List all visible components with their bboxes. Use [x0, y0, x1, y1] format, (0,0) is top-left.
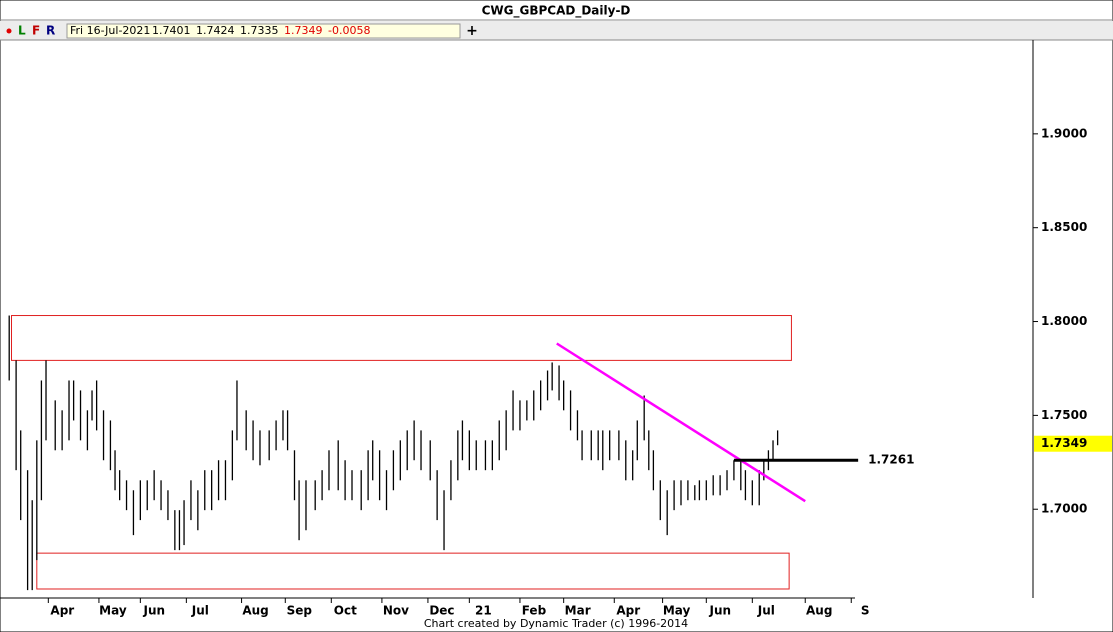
y-tick-label: 1.9000: [1041, 126, 1087, 140]
y-tick-label: 1.7000: [1041, 502, 1087, 516]
info-date: Fri 16-Jul-2021: [70, 24, 150, 37]
trendline: [556, 342, 806, 503]
zone: [36, 552, 790, 590]
x-tick-label: Aug: [806, 604, 832, 618]
zone: [11, 315, 792, 361]
info-high: 1.7424: [196, 24, 235, 37]
x-tick-label: May: [663, 604, 691, 618]
y-tick-label: 1.7500: [1041, 408, 1087, 422]
x-tick-label: May: [99, 604, 127, 618]
y-tick-label: 1.8000: [1041, 314, 1087, 328]
info-change: -0.0058: [328, 24, 370, 37]
info-close: 1.7349: [284, 24, 323, 37]
x-tick-label: Oct: [334, 604, 357, 618]
x-tick-label: Apr: [616, 604, 640, 618]
indicator[interactable]: F: [32, 24, 40, 38]
x-tick-label: Feb: [522, 604, 547, 618]
y-tick-label: 1.8500: [1041, 220, 1087, 234]
x-tick-label: Mar: [565, 604, 591, 618]
chart-title: CWG_GBPCAD_Daily-D: [482, 4, 631, 19]
info-box: [66, 23, 461, 39]
x-tick-label: Jun: [143, 604, 166, 618]
x-tick-label: 21: [475, 604, 492, 618]
x-tick-label: Jul: [757, 604, 775, 618]
x-tick-label: Apr: [50, 604, 74, 618]
level-label: 1.7261: [868, 453, 914, 467]
x-tick-label: Dec: [429, 604, 454, 618]
last-price-label: 1.7349: [1041, 436, 1087, 450]
x-tick-label: Jun: [709, 604, 732, 618]
indicator[interactable]: R: [46, 24, 55, 38]
last-price-box: [1034, 435, 1112, 452]
x-tick-label: Jul: [191, 604, 209, 618]
x-tick-label: Sep: [287, 604, 313, 618]
x-tick-label: S: [861, 604, 870, 618]
indicator[interactable]: L: [18, 24, 26, 38]
info-low: 1.7335: [240, 24, 279, 37]
status-dot: [6, 28, 12, 34]
x-tick-label: Nov: [383, 604, 409, 618]
x-tick-label: Aug: [242, 604, 268, 618]
add-button[interactable]: +: [466, 23, 478, 39]
info-open: 1.7401: [152, 24, 191, 37]
footer: Chart created by Dynamic Trader (c) 1996…: [424, 617, 688, 630]
